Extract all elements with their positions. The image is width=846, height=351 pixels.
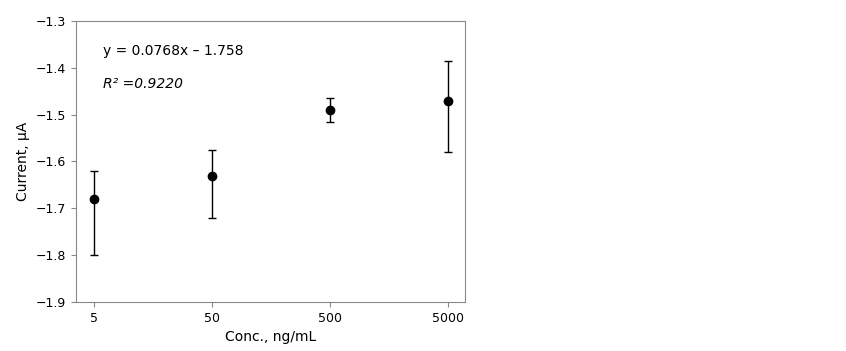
X-axis label: Conc., ng/mL: Conc., ng/mL	[225, 330, 316, 344]
Text: y = 0.0768x – 1.758: y = 0.0768x – 1.758	[103, 44, 244, 58]
Y-axis label: Current, μA: Current, μA	[16, 122, 30, 201]
Text: R² =0.9220: R² =0.9220	[103, 77, 184, 91]
